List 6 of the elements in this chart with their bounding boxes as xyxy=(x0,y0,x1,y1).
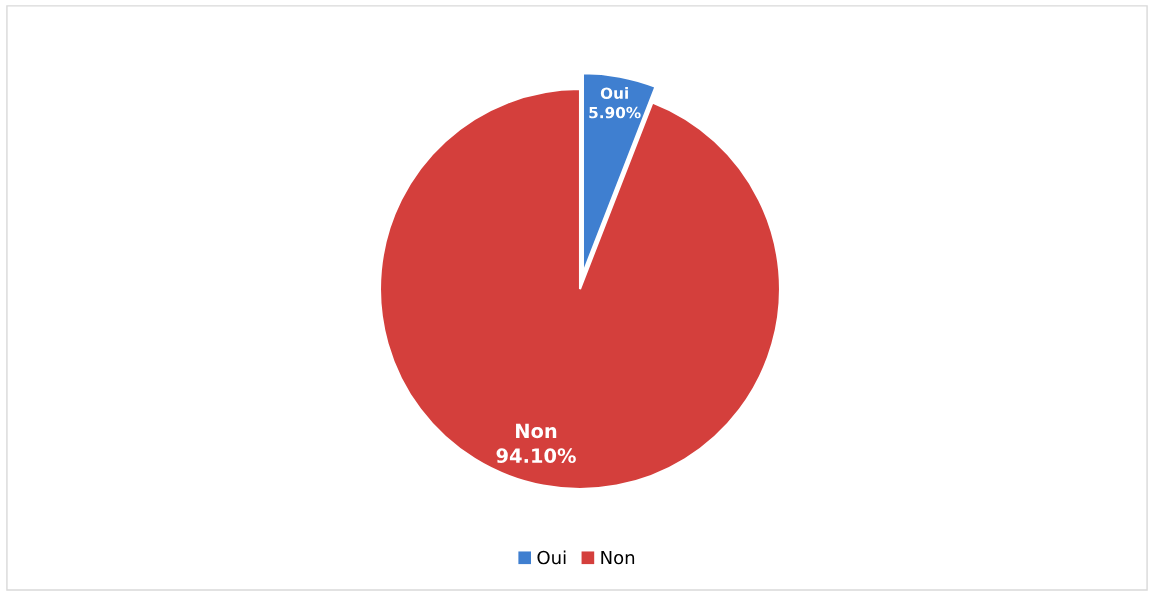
slice-label: Oui xyxy=(600,87,628,99)
legend-label: Oui xyxy=(537,550,566,565)
data-label: 5.90% xyxy=(589,106,641,119)
data-label: 94.10% xyxy=(496,448,576,464)
slice-label: Non xyxy=(516,423,557,439)
legend-label: Non xyxy=(601,550,635,565)
